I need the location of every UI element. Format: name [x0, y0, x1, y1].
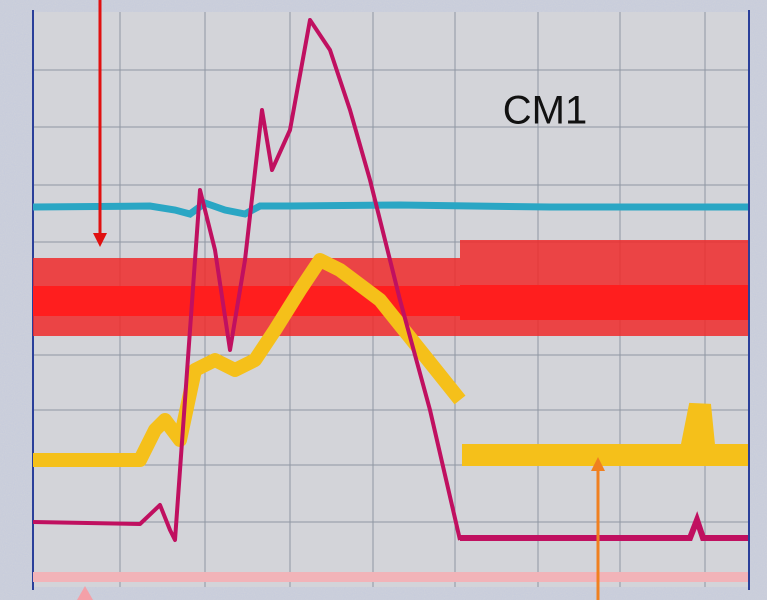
red-core-right: [460, 285, 748, 320]
screen: CM1: [0, 0, 767, 600]
baseline-band: [33, 572, 748, 582]
trace-label: CM1: [503, 89, 587, 133]
